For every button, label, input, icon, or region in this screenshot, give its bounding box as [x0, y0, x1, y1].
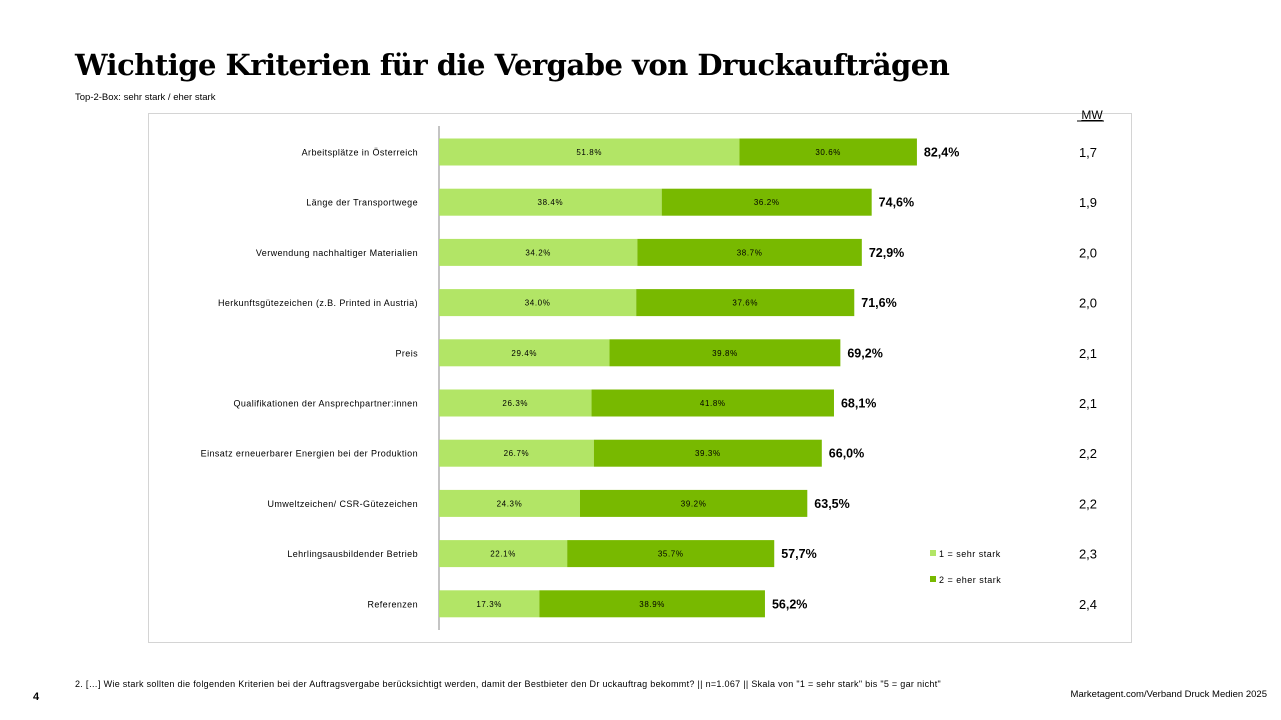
- bar-value-label: 39.3%: [695, 449, 721, 458]
- mw-value: 2,0: [1079, 296, 1097, 311]
- bar-segment-1: [439, 489, 580, 517]
- total-label: 56,2%: [772, 597, 807, 611]
- bar-segment-1: [439, 289, 637, 317]
- total-label: 66,0%: [829, 447, 864, 461]
- subtitle: Top-2-Box: sehr stark / eher stark: [75, 92, 216, 103]
- mw-value: 2,1: [1079, 396, 1097, 411]
- total-label: 74,6%: [879, 196, 914, 210]
- bar-segment-2: [636, 289, 855, 317]
- bar-segment-2: [579, 489, 808, 517]
- bar-value-label: 51.8%: [576, 148, 602, 157]
- bar-segment-2: [609, 339, 841, 367]
- bar-segment-2: [591, 389, 834, 417]
- total-label: 72,9%: [869, 246, 904, 260]
- bar-segment-2: [661, 188, 872, 216]
- mw-header: MW: [1081, 108, 1103, 122]
- bar-value-label: 36.2%: [754, 198, 780, 207]
- mw-value: 2,0: [1079, 245, 1097, 260]
- category-label: Lehrlingsausbildender Betrieb: [287, 549, 418, 559]
- bar-value-label: 41.8%: [700, 399, 726, 408]
- category-label: Referenzen: [367, 599, 418, 609]
- footnote: 2. […] Wie stark sollten die folgenden K…: [75, 679, 941, 689]
- legend-label: 1 = sehr stark: [939, 549, 1001, 559]
- bar-segment-1: [439, 439, 594, 467]
- bar-value-label: 17.3%: [476, 600, 502, 609]
- category-label: Umweltzeichen/ CSR-Gütezeichen: [267, 499, 418, 509]
- total-label: 71,6%: [861, 296, 896, 310]
- legend-label: 2 = eher stark: [939, 575, 1001, 585]
- bar-segment-1: [439, 389, 592, 417]
- mw-value: 2,4: [1079, 597, 1097, 612]
- mw-value: 2,2: [1079, 496, 1097, 511]
- bar-value-label: 29.4%: [511, 349, 537, 358]
- category-label: Länge der Transportwege: [306, 198, 418, 208]
- bar-value-label: 26.7%: [504, 449, 530, 458]
- bar-value-label: 38.9%: [639, 600, 665, 609]
- bar-value-label: 30.6%: [815, 148, 841, 157]
- bar-value-label: 35.7%: [658, 550, 684, 559]
- bar-segment-2: [637, 238, 862, 266]
- total-label: 57,7%: [781, 547, 816, 561]
- bar-value-label: 24.3%: [497, 499, 523, 508]
- source-credit: Marketagent.com/Verband Druck Medien 202…: [1070, 689, 1267, 700]
- page-title: Wichtige Kriterien für die Vergabe von D…: [75, 48, 950, 82]
- bar-value-label: 26.3%: [502, 399, 528, 408]
- category-label: Einsatz erneuerbarer Energien bei der Pr…: [201, 449, 418, 459]
- bar-value-label: 39.8%: [712, 349, 738, 358]
- chart-frame: [148, 113, 1132, 643]
- category-label: Herkunftsgütezeichen (z.B. Printed in Au…: [218, 298, 418, 308]
- bar-value-label: 38.7%: [737, 248, 763, 257]
- legend-swatch-1: [930, 550, 936, 556]
- bar-value-label: 34.2%: [525, 248, 551, 257]
- total-label: 63,5%: [814, 497, 849, 511]
- bar-segment-1: [439, 138, 740, 166]
- mw-value: 1,9: [1079, 195, 1097, 210]
- legend-swatch-2: [930, 576, 936, 582]
- bar-segment-2: [739, 138, 917, 166]
- bar-segment-1: [439, 238, 638, 266]
- category-label: Verwendung nachhaltiger Materialien: [256, 248, 418, 258]
- bar-segment-2: [539, 590, 765, 618]
- bar-value-label: 22.1%: [490, 550, 516, 559]
- bar-segment-2: [567, 540, 775, 568]
- bar-segment-2: [593, 439, 822, 467]
- mw-value: 2,2: [1079, 446, 1097, 461]
- mw-value: 2,3: [1079, 547, 1097, 562]
- bar-value-label: 34.0%: [525, 299, 551, 308]
- mw-value: 2,1: [1079, 346, 1097, 361]
- bar-segment-1: [439, 339, 610, 367]
- category-label: Arbeitsplätze in Österreich: [302, 148, 418, 158]
- bar-value-label: 38.4%: [538, 198, 564, 207]
- category-label: Qualifikationen der Ansprechpartner:inne…: [233, 399, 418, 409]
- total-label: 69,2%: [847, 346, 882, 360]
- bar-segment-1: [439, 188, 662, 216]
- total-label: 68,1%: [841, 397, 876, 411]
- total-label: 82,4%: [924, 146, 959, 160]
- bar-value-label: 37.6%: [732, 299, 758, 308]
- page-number: 4: [33, 691, 40, 703]
- bar-segment-1: [439, 590, 540, 618]
- bar-value-label: 39.2%: [681, 499, 707, 508]
- mw-value: 1,7: [1079, 145, 1097, 160]
- bar-segment-1: [439, 540, 568, 568]
- category-label: Preis: [395, 348, 418, 358]
